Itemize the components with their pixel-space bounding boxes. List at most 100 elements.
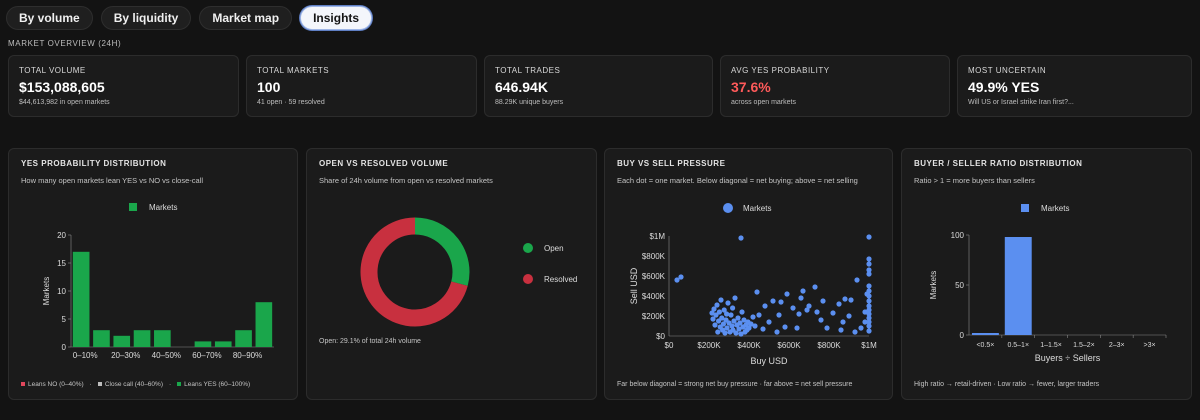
scatter-point (798, 295, 804, 301)
kpi-sub[interactable]: Will US or Israel strike Iran first?... (968, 99, 1074, 106)
bar-40–50% (154, 330, 171, 347)
scatter-point (754, 289, 760, 295)
legend-swatch (1021, 204, 1029, 212)
tab-by-volume[interactable]: By volume (6, 6, 93, 30)
y-tick-label: $400K (642, 292, 666, 301)
x-tick-label: $0 (665, 341, 674, 350)
scatter-point (862, 309, 868, 315)
scatter-point (778, 299, 784, 305)
chart-subtitle: Each dot = one market. Below diagonal = … (617, 176, 858, 185)
legend-swatch (129, 203, 137, 211)
scatter-point (866, 283, 872, 289)
bar-<0.5× (971, 333, 999, 335)
scatter-point (718, 297, 724, 303)
scatter-point (732, 295, 738, 301)
kpi-value: $153,088,605 (19, 79, 105, 95)
scatter-point (760, 326, 766, 332)
y-tick-label: 0 (960, 331, 965, 340)
bar-30–40% (133, 330, 151, 347)
scatter-point (674, 277, 680, 283)
scatter-point (709, 310, 715, 316)
scatter-point (727, 329, 733, 335)
scatter-point (848, 297, 854, 303)
scatter-point (782, 324, 788, 330)
bar-0–10% (72, 251, 90, 347)
scatter-point (864, 291, 870, 297)
scatter-point (866, 261, 872, 267)
scatter-point (735, 315, 741, 321)
scatter-point (717, 324, 723, 330)
separator: · (89, 381, 92, 388)
kpi-total-markets: TOTAL MARKETS 100 41 open · 59 resolved (246, 55, 477, 117)
open-resolved-card: OPEN VS RESOLVED VOLUME Share of 24h vol… (306, 148, 597, 400)
x-tick-label: $600K (777, 341, 801, 350)
tab-insights[interactable]: Insights (300, 6, 373, 30)
y-tick-label: 5 (62, 315, 67, 324)
open-resolved-donut: Open Resolved (360, 217, 577, 327)
x-tick-label: $1M (861, 341, 877, 350)
kpi-label: TOTAL MARKETS (257, 66, 330, 75)
x-tick-label: $200K (697, 341, 721, 350)
scatter-point (836, 301, 842, 307)
scatter-point (796, 311, 802, 317)
footer-item-no: Leans NO (0–40%) (21, 381, 84, 388)
scatter-point (738, 331, 744, 337)
bar-70–80% (214, 341, 232, 347)
x-tick-label: 40–50% (152, 351, 181, 360)
scatter-point (742, 329, 748, 335)
kpi-value: 37.6% (731, 79, 771, 95)
tab-by-liquidity[interactable]: By liquidity (100, 6, 192, 30)
scatter-point (838, 327, 844, 333)
scatter-point (678, 274, 684, 280)
scatter-point (710, 316, 716, 322)
chart-subtitle: Share of 24h volume from open vs resolve… (319, 176, 493, 185)
scatter-point (866, 328, 872, 334)
x-tick-label: <0.5× (976, 342, 994, 349)
scatter-point (721, 307, 727, 313)
scatter-point (711, 306, 717, 312)
chart-title: BUYER / SELLER RATIO DISTRIBUTION (914, 159, 1083, 168)
buy-sell-card: BUY VS SELL PRESSURE Each dot = one mark… (604, 148, 893, 400)
x-tick-label: 1.5–2× (1073, 342, 1095, 349)
chart-subtitle: How many open markets lean YES vs NO vs … (21, 176, 204, 185)
scatter-point (716, 309, 722, 315)
bar-10–20% (93, 330, 110, 347)
y-axis-label: Sell USD (629, 267, 639, 304)
footer-item-yes: Leans YES (60–100%) (177, 381, 250, 388)
chart-footer: Far below diagonal = strong net buy pres… (617, 381, 853, 388)
swatch (177, 382, 182, 387)
legend-label: Markets (743, 204, 771, 213)
x-tick-label: 2–3× (1109, 342, 1125, 349)
scatter-point (866, 303, 872, 309)
scatter-point (862, 319, 868, 325)
scatter-point (846, 313, 852, 319)
swatch (97, 382, 102, 387)
y-axis-label: Markets (929, 271, 938, 299)
scatter-point (734, 322, 740, 328)
y-tick-label: 0 (62, 343, 67, 352)
legend-label: Markets (1041, 204, 1069, 213)
x-axis-label: Buyers ÷ Sellers (1035, 353, 1101, 363)
y-tick-label: 100 (951, 231, 965, 240)
bar-80–90% (235, 330, 252, 347)
scatter-point (866, 298, 872, 304)
view-tabs: By volume By liquidity Market map Insigh… (6, 6, 373, 30)
scatter-point (814, 309, 820, 315)
scatter-point (794, 325, 800, 331)
tab-market-map[interactable]: Market map (199, 6, 293, 30)
scatter-point (866, 311, 872, 317)
scatter-point (715, 329, 721, 335)
scatter-point (866, 323, 872, 329)
x-tick-label: 0–10% (73, 351, 98, 360)
kpi-total-volume: TOTAL VOLUME $153,088,605 $44,613,982 in… (8, 55, 239, 117)
scatter-point (739, 309, 745, 315)
scatter-point (724, 311, 730, 317)
ratio-chart: Markets 0 50 100 Markets <0.5× 0.5–1× 1–1.5× 1.5… (929, 204, 1167, 363)
legend-swatch (523, 274, 533, 284)
chart-title: YES PROBABILITY DISTRIBUTION (21, 159, 167, 168)
footer-label: Close call (40–60%) (104, 381, 163, 388)
chart-title: BUY VS SELL PRESSURE (617, 159, 726, 168)
scatter-point (716, 318, 722, 324)
y-tick-label: $1M (649, 232, 665, 241)
scatter-point (756, 312, 762, 318)
